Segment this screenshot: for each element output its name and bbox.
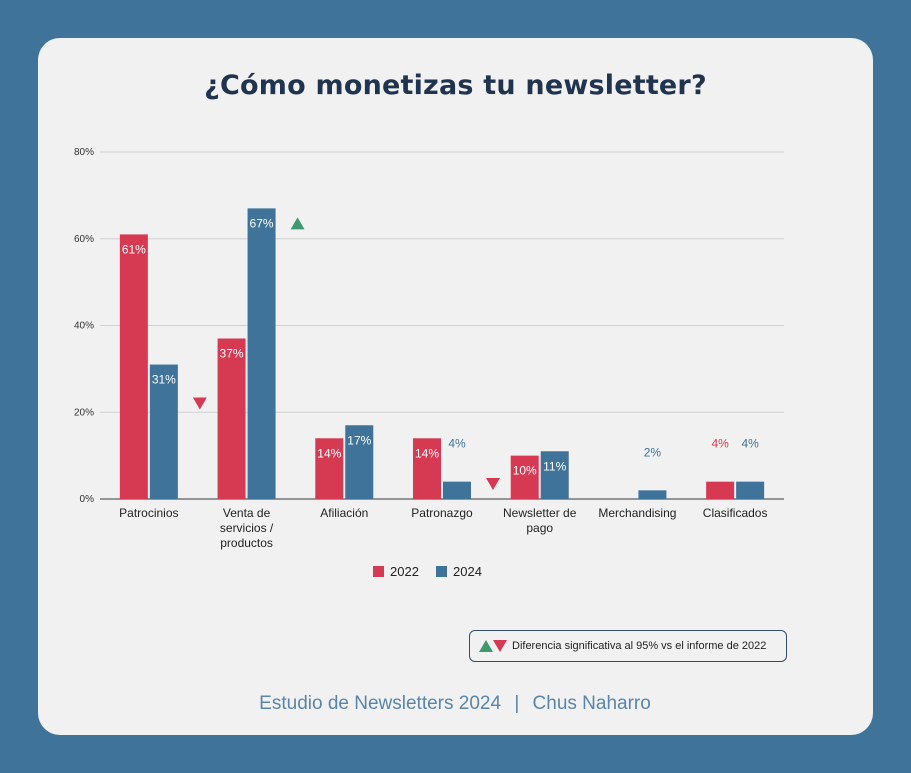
x-tick-label: Patrocinios [119,506,178,520]
chart-title: ¿Cómo monetizas tu newsletter? [204,70,707,101]
bar-2022 [706,481,735,499]
y-tick-label: 40% [74,321,94,332]
x-tick-label: servicios / [220,521,274,535]
data-label-2022: 14% [317,446,341,460]
data-label-2022: 37% [220,347,244,361]
legend-label-2022: 2022 [390,564,419,579]
bar-2024 [540,451,569,499]
data-label-2024: 67% [250,216,274,230]
x-tick-label: Patronazgo [411,506,473,520]
data-label-2022: 14% [415,446,439,460]
x-tick-label: productos [220,536,273,550]
legend-swatch-2022 [373,566,384,577]
x-tick-label: Afiliación [320,506,368,520]
footer: Estudio de Newsletters 2024 | Chus Nahar… [0,693,911,715]
data-label-2024: 4% [741,437,759,451]
legend-swatch-2024 [436,566,447,577]
y-tick-label: 60% [74,234,94,245]
y-tick-label: 80% [74,147,94,158]
bar-2022 [217,338,246,499]
x-tick-label: Merchandising [598,506,676,520]
y-tick-label: 20% [74,407,94,418]
significance-down-marker [486,478,500,490]
bar-2024 [247,208,276,499]
data-label-2024: 11% [543,459,566,473]
bar-2024 [345,425,374,499]
bar-2024 [443,481,471,499]
significance-note: Diferencia significativa al 95% vs el in… [469,630,787,662]
data-label-2024: 2% [644,445,662,459]
data-label-2024: 31% [152,373,176,387]
data-label-2022: 4% [711,437,729,451]
footer-separator: | [514,693,520,714]
x-tick-label: Clasificados [703,506,768,520]
bar-2022 [510,455,539,499]
bar-2024 [638,490,667,499]
bar-2024 [736,481,765,499]
data-label-2024: 17% [347,433,371,447]
bar-2022 [315,438,344,499]
x-tick-label: Newsletter de [503,506,577,520]
bar-2024 [149,364,178,499]
significance-down-marker [192,397,207,410]
significance-triangles-icon [479,640,507,652]
significance-note-text: Diferencia significativa al 95% vs el in… [512,640,767,652]
y-tick-label: 0% [80,494,95,505]
footer-study: Estudio de Newsletters 2024 [259,693,502,714]
bar-2022 [413,438,441,499]
data-label-2022: 61% [122,242,146,256]
data-label-2022: 10% [513,464,537,478]
data-label-2024: 4% [448,437,466,451]
footer-author: Chus Naharro [532,693,651,714]
x-tick-label: pago [526,521,553,535]
significance-up-marker [290,217,305,230]
x-tick-label: Venta de [223,506,271,520]
legend-label-2024: 2024 [453,564,482,579]
bar-2022 [119,234,148,499]
